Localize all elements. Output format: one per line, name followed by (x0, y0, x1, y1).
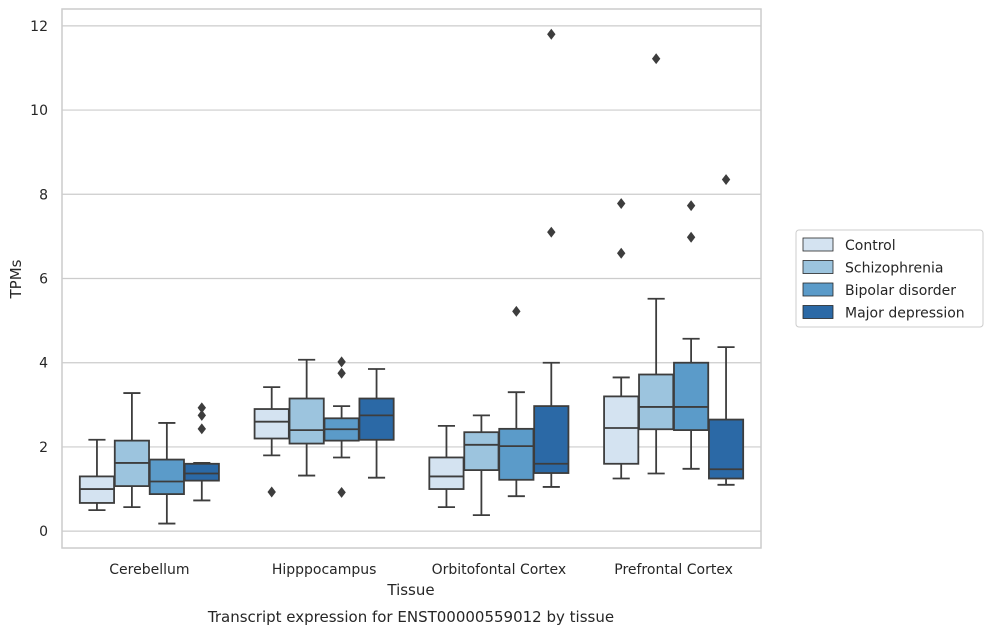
x-tick-label: Orbitofontal Cortex (432, 562, 567, 578)
box-iqr (533, 405, 570, 474)
y-tick-label: 10 (30, 103, 48, 119)
outlier-point (547, 226, 556, 238)
box-schizophrenia (638, 53, 675, 475)
legend-frame (795, 229, 984, 328)
y-tick-label: 6 (39, 272, 48, 288)
outlier-point (337, 486, 346, 498)
y-tick-label: 12 (30, 19, 48, 35)
box-major-depression (358, 368, 395, 479)
outlier-point (197, 423, 206, 435)
box-iqr (498, 427, 535, 481)
outlier-point (197, 409, 206, 421)
y-axis-label: TPMs (7, 259, 25, 299)
box-bipolar-disorder (148, 422, 185, 525)
outlier-point (686, 231, 696, 243)
box-control (78, 438, 115, 512)
box-iqr (603, 395, 640, 465)
box-bipolar-disorder (323, 356, 360, 498)
outlier-point (721, 174, 731, 186)
outlier-point (617, 247, 626, 259)
box-bipolar-disorder (498, 305, 535, 498)
legend-label: Bipolar disorder (845, 283, 956, 299)
legend-swatch (802, 260, 834, 274)
outlier-point (267, 486, 276, 498)
outlier-point (512, 305, 521, 317)
legend-label: Control (845, 238, 896, 254)
x-axis-label: Tissue (386, 581, 434, 599)
legend: Control Schizophrenia Bipolar disorder Majo… (795, 229, 984, 328)
outlier-point (547, 28, 556, 40)
x-tick-label: Cerebellum (109, 562, 189, 578)
plot-frame (61, 8, 762, 549)
x-ticks: Cerebellum Hipppocampus Orbitofontal Corte… (109, 562, 733, 578)
y-ticks: 0 2 4 6 8 10 12 (30, 19, 48, 540)
box-iqr (288, 397, 325, 445)
box-iqr (673, 361, 710, 431)
legend-swatch (802, 237, 834, 252)
box-control (428, 424, 465, 509)
legend-label: Major depression (845, 306, 965, 322)
box-iqr (183, 462, 220, 482)
y-tick-label: 0 (39, 524, 48, 540)
box-schizophrenia (463, 414, 500, 517)
y-tick-label: 8 (39, 187, 48, 203)
legend-label: Schizophrenia (845, 261, 943, 277)
outlier-point (651, 53, 661, 65)
outlier-point (197, 402, 206, 414)
box-major-depression (708, 174, 745, 486)
box-iqr (358, 397, 395, 441)
outlier-point (686, 200, 696, 212)
legend-swatch (802, 282, 834, 297)
outlier-point (617, 198, 626, 210)
box-layer (78, 28, 745, 525)
box-control (603, 198, 640, 480)
box-schizophrenia (288, 358, 325, 477)
box-bipolar-disorder (673, 200, 710, 470)
x-tick-label: Prefrontal Cortex (614, 562, 733, 578)
box-iqr (148, 458, 185, 495)
chart-caption: Transcript expression for ENST0000055901… (207, 608, 614, 626)
box-control (253, 386, 290, 498)
box-iqr (428, 456, 465, 490)
box-iqr (638, 373, 675, 431)
outlier-point (337, 356, 346, 368)
y-tick-label: 4 (39, 356, 48, 372)
box-schizophrenia (113, 392, 150, 509)
legend-swatch (802, 305, 834, 319)
y-tick-label: 2 (39, 440, 48, 456)
outlier-point (337, 367, 346, 379)
box-major-depression (183, 402, 220, 502)
box-major-depression (533, 28, 570, 488)
gridlines (62, 25, 761, 532)
x-tick-label: Hipppocampus (272, 562, 377, 578)
box-iqr (463, 431, 500, 471)
box-iqr (253, 408, 290, 440)
